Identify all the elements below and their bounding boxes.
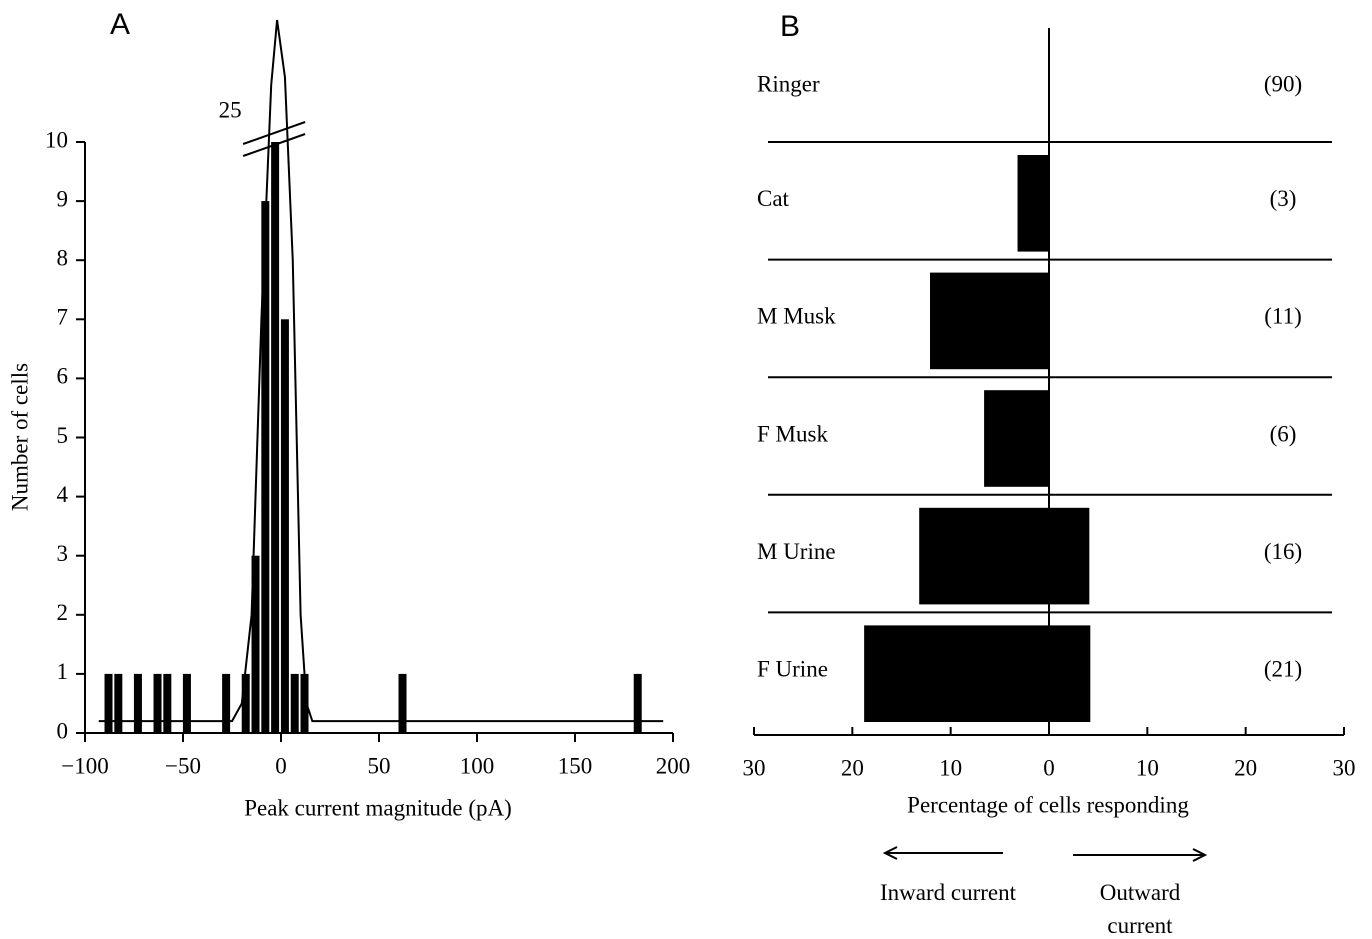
x-tick-label: 10 <box>1136 755 1159 780</box>
legend-label: Outward current <box>1099 880 1181 938</box>
y-tick-label: 1 <box>57 659 69 684</box>
x-tick-label: 20 <box>1234 755 1257 780</box>
category-label: M Musk <box>757 304 836 329</box>
y-tick-label: 7 <box>57 305 69 330</box>
bar <box>163 673 172 733</box>
category-label: Ringer <box>757 71 820 96</box>
x-tick-label: 30 <box>1333 755 1356 780</box>
y-tick-label: 10 <box>45 127 68 152</box>
bar <box>290 673 299 733</box>
axis-break <box>242 121 306 157</box>
panel-label: A <box>110 8 130 41</box>
y-tick-label: 6 <box>57 364 69 389</box>
category-label: F Urine <box>757 656 828 681</box>
x-tick-label: 0 <box>1043 755 1055 780</box>
category-label: Cat <box>757 186 790 211</box>
y-tick-label: 5 <box>57 423 69 448</box>
value-label: 25 <box>219 97 242 122</box>
y-tick-label: 4 <box>57 482 69 507</box>
count-label: (3) <box>1270 186 1297 211</box>
fit-line <box>98 19 664 723</box>
x-tick-label: 200 <box>656 753 691 778</box>
bar <box>261 201 270 734</box>
bar <box>182 673 191 733</box>
bar <box>271 142 280 733</box>
x-tick-label: 30 <box>743 755 766 780</box>
bar <box>930 272 1049 370</box>
count-label: (11) <box>1264 304 1301 329</box>
x-tick-label: 10 <box>939 755 962 780</box>
count-label: (90) <box>1264 71 1302 96</box>
x-tick-label: 100 <box>460 753 495 778</box>
bar <box>984 390 1049 487</box>
x-tick-label: −50 <box>165 753 201 778</box>
x-tick-label: 20 <box>841 755 864 780</box>
count-label: (6) <box>1270 421 1297 446</box>
bar <box>864 625 1049 722</box>
category-label: F Musk <box>757 421 828 446</box>
legend-label: Inward current <box>879 880 1016 905</box>
bar <box>300 673 309 733</box>
bar <box>280 319 289 733</box>
x-tick-label: 150 <box>558 753 593 778</box>
bar <box>114 673 123 733</box>
bar <box>133 673 142 733</box>
panel-label: B <box>780 10 800 43</box>
bar <box>919 507 1049 605</box>
bar <box>251 555 260 733</box>
count-label: (21) <box>1264 656 1302 681</box>
y-tick-label: 0 <box>57 718 69 743</box>
y-tick-label: 2 <box>57 600 69 625</box>
x-axis-label: Peak current magnitude (pA) <box>244 795 512 820</box>
x-tick-label: −100 <box>61 753 108 778</box>
category-label: M Urine <box>757 539 836 564</box>
bar <box>1049 507 1090 605</box>
inward-arrow <box>882 846 1003 860</box>
bar <box>222 673 231 733</box>
y-tick-label: 8 <box>57 245 69 270</box>
count-label: (16) <box>1264 539 1302 564</box>
y-tick-label: 9 <box>57 186 69 211</box>
bar <box>633 673 642 733</box>
bar <box>104 673 113 733</box>
bar <box>153 673 162 733</box>
outward-arrow <box>1073 848 1208 862</box>
bar <box>241 673 250 733</box>
bar <box>1017 155 1049 252</box>
x-tick-label: 50 <box>368 753 391 778</box>
y-tick-label: 3 <box>57 541 69 566</box>
bar <box>1049 625 1091 722</box>
x-axis-label: Percentage of cells responding <box>907 792 1189 817</box>
x-tick-label: 0 <box>275 753 287 778</box>
y-axis-label: Number of cells <box>7 363 32 511</box>
bar <box>398 673 407 733</box>
